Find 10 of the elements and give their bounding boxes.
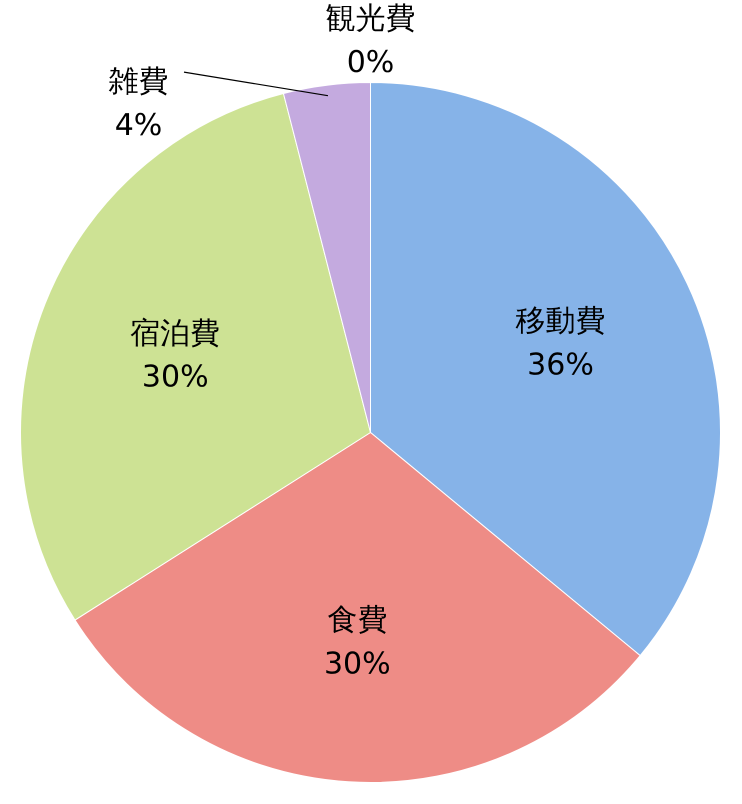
slice-label: 雑費 xyxy=(108,64,168,100)
text: 0% xyxy=(346,44,394,80)
slice-label: 宿泊費 xyxy=(130,316,220,351)
data-label: 36% xyxy=(527,347,594,382)
slice-label: 食費 xyxy=(327,602,388,638)
category-label: 観光費 xyxy=(326,1,416,36)
data-label: 4% xyxy=(114,108,162,143)
slice-label: 移動費 xyxy=(516,304,606,339)
data-label: 30% xyxy=(324,646,391,682)
data-label: 30% xyxy=(142,360,209,395)
